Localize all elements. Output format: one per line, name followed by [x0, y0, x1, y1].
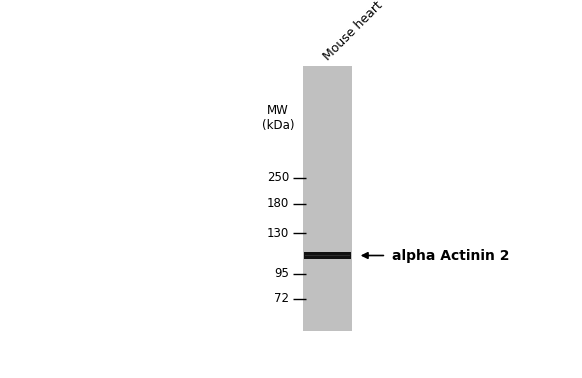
Text: MW
(kDa): MW (kDa): [262, 104, 294, 132]
Bar: [304, 252, 352, 259]
Text: 180: 180: [267, 197, 289, 211]
Text: 250: 250: [267, 171, 289, 184]
Text: Mouse heart: Mouse heart: [321, 0, 385, 63]
Bar: [303, 66, 352, 331]
Text: 130: 130: [267, 226, 289, 240]
Bar: [305, 255, 350, 256]
Text: 72: 72: [274, 292, 289, 305]
Text: 95: 95: [274, 267, 289, 280]
Text: alpha Actinin 2: alpha Actinin 2: [392, 248, 509, 262]
